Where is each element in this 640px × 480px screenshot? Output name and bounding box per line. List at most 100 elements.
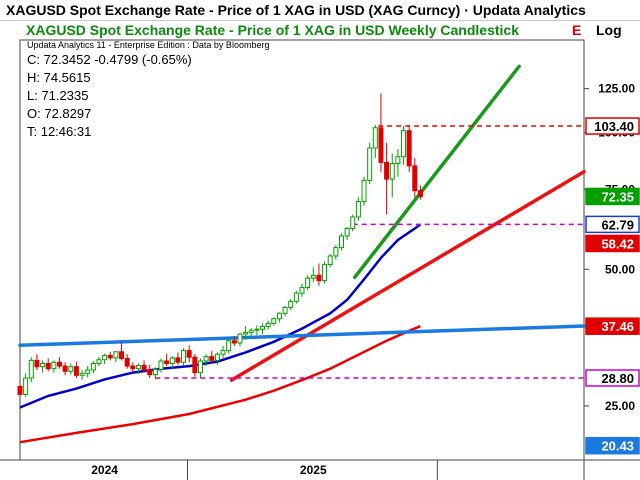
level-value-box [585, 117, 640, 135]
candle-body [68, 366, 74, 372]
price-value-box [585, 436, 640, 455]
candle-body [158, 360, 164, 370]
candle-body [271, 318, 277, 324]
candle-body [344, 227, 350, 237]
ohlc-open: O: 72.8297 [27, 106, 92, 121]
candle-body [147, 369, 153, 376]
candle-body [260, 326, 266, 330]
candle-body [417, 190, 423, 197]
ohlc-high: H: 74.5615 [27, 70, 91, 85]
candle-body [243, 331, 249, 335]
trendline [229, 170, 586, 382]
price-value-box [585, 187, 640, 206]
ohlc-time: T: 12:46:31 [27, 124, 92, 139]
candle-body [130, 365, 136, 370]
candle-body [214, 353, 220, 361]
candle-body [102, 354, 108, 361]
price-value-label: 72.35 [601, 189, 634, 204]
candle-body [141, 364, 147, 371]
trendline [18, 324, 586, 348]
candle-body [310, 274, 316, 279]
candle-body [209, 356, 215, 361]
candle-body [288, 300, 294, 308]
candle-body [40, 363, 46, 368]
candle-body [367, 147, 373, 181]
candle-body [299, 286, 305, 294]
log-scale-label[interactable]: Log [596, 22, 622, 38]
moving-average-line [19, 325, 421, 444]
candle-body [85, 369, 91, 374]
price-value-label: 58.42 [601, 236, 634, 251]
moving-average-line [19, 223, 422, 409]
candle-body [73, 366, 79, 376]
candle-body [51, 361, 57, 370]
candle-body [350, 216, 356, 229]
candle-body [56, 361, 62, 367]
level-value-label: 62.79 [601, 217, 634, 232]
candle-body [119, 351, 125, 359]
price-value-box [585, 234, 640, 253]
edition-note: Updata Analytics 11 - Enterprise Edition… [27, 40, 270, 50]
candle-body [372, 127, 378, 149]
candle-body [378, 127, 384, 163]
candle-body [107, 354, 113, 359]
candle-body [28, 359, 34, 379]
level-value-box [585, 215, 640, 234]
candle-body [124, 357, 130, 367]
candle-body [62, 365, 68, 372]
level-value-box [585, 369, 640, 387]
candle-body [316, 274, 322, 282]
candle-body [254, 328, 260, 331]
candle-body [169, 357, 175, 365]
level-value-label: 28.80 [601, 371, 634, 386]
y-tick-label: 125.00 [598, 82, 635, 96]
x-tick-label: 2024 [91, 463, 118, 477]
candle-body [248, 329, 254, 333]
candle-body [237, 333, 243, 344]
candle-body [231, 340, 237, 344]
candle-body [305, 277, 311, 288]
candle-body [34, 359, 40, 368]
candle-body [90, 363, 96, 371]
candle-body [203, 356, 209, 362]
candle-body [338, 235, 344, 249]
ohlc-close: C: 72.3452 -0.4799 (-0.65%) [27, 52, 192, 67]
candle-body [333, 247, 339, 257]
candle-body [175, 357, 181, 363]
chart-subtitle: XAGUSD Spot Exchange Rate - Price of 1 X… [26, 22, 519, 38]
candle-body [164, 360, 170, 365]
candle-body [79, 372, 85, 376]
candle-body [17, 385, 23, 395]
candle-body [276, 312, 282, 320]
candle-body [265, 322, 271, 328]
candle-body [412, 165, 418, 192]
candle-body [45, 363, 51, 370]
title-bar: XAGUSD Spot Exchange Rate - Price of 1 X… [0, 0, 640, 21]
price-value-label: 37.46 [601, 319, 634, 334]
candle-body [181, 350, 187, 363]
chart-window-title: XAGUSD Spot Exchange Rate - Price of 1 X… [6, 2, 586, 18]
candle-body [152, 368, 158, 376]
candle-body [96, 359, 102, 365]
candle-body [327, 255, 333, 266]
plot-frame [19, 39, 585, 461]
candle-body [361, 179, 367, 203]
candle-body [384, 161, 390, 180]
candle-body [322, 264, 328, 282]
candle-body [192, 356, 198, 374]
candle-body [220, 350, 226, 355]
candle-body [282, 306, 288, 314]
price-value-box [585, 317, 640, 335]
candle-body [395, 156, 401, 165]
candle-body [389, 163, 395, 180]
price-value-label: 20.43 [601, 439, 634, 454]
candle-body [355, 201, 361, 218]
candle-body [23, 377, 29, 395]
candle-body [186, 350, 192, 358]
candle-body [197, 360, 203, 374]
x-tick-label: 2025 [300, 463, 327, 477]
subtitle-suffix: E [572, 22, 582, 38]
candle-body [135, 364, 141, 370]
candle-body [226, 340, 232, 352]
